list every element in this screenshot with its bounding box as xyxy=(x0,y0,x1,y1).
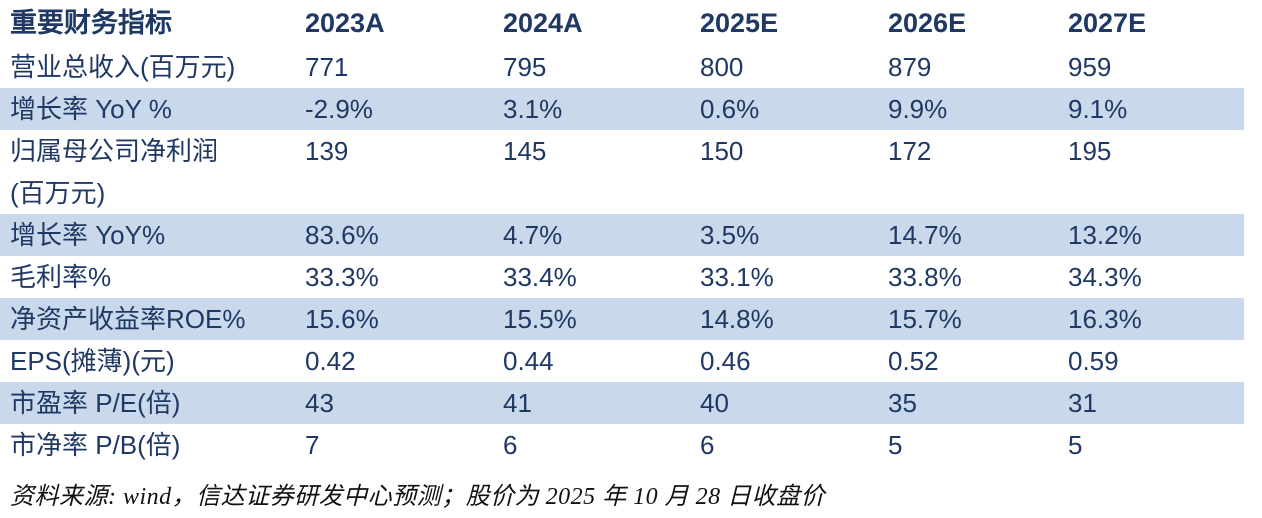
row-label: 增长率 YoY % xyxy=(10,94,172,124)
row-value: 795 xyxy=(503,52,547,82)
row-value: 172 xyxy=(888,136,932,166)
source-note: 资料来源: wind，信达证券研发中心预测；股价为 2025 年 10 月 28… xyxy=(10,484,826,510)
row-value: 40 xyxy=(700,388,729,418)
column-header-2024a: 2024A xyxy=(503,8,583,38)
row-value: 33.3% xyxy=(305,262,379,292)
row-value: 0.6% xyxy=(700,94,760,124)
column-header-2025e: 2025E xyxy=(700,8,779,38)
row-label: 归属母公司净利润 (百万元) xyxy=(10,136,219,208)
table-header: 重要财务指标 2023A 2024A 2025E 2026E 2027E xyxy=(0,0,1244,46)
row-value: 0.52 xyxy=(888,346,939,376)
row-value: 9.9% xyxy=(888,94,948,124)
row-value: 43 xyxy=(305,388,334,418)
row-value: 3.5% xyxy=(700,220,760,250)
table-row: 市净率 P/B(倍) 7 6 6 5 5 xyxy=(0,424,1244,466)
row-label: 增长率 YoY% xyxy=(10,220,166,250)
table-body: 营业总收入(百万元) 771 795 800 879 959 增长率 YoY %… xyxy=(0,46,1244,466)
row-label: 营业总收入(百万元) xyxy=(10,52,236,82)
row-value: 879 xyxy=(888,52,932,82)
row-value: 0.59 xyxy=(1068,346,1119,376)
row-value: 6 xyxy=(700,430,715,460)
row-value: 9.1% xyxy=(1068,94,1128,124)
row-value: 959 xyxy=(1068,52,1112,82)
row-value: 41 xyxy=(503,388,532,418)
row-value: 15.5% xyxy=(503,304,577,334)
row-value: 15.7% xyxy=(888,304,962,334)
table-row: 市盈率 P/E(倍) 43 41 40 35 31 xyxy=(0,382,1244,424)
table-row: 归属母公司净利润 (百万元) 139 145 150 172 195 xyxy=(0,130,1244,214)
row-label: 毛利率% xyxy=(10,262,112,292)
row-value: 4.7% xyxy=(503,220,563,250)
financial-metrics-table: 重要财务指标 2023A 2024A 2025E 2026E 2027E 营业总… xyxy=(0,0,1244,466)
column-header-2023a: 2023A xyxy=(305,8,385,38)
column-header-2027e: 2027E xyxy=(1068,8,1147,38)
table-row: 净资产收益率ROE% 15.6% 15.5% 14.8% 15.7% 16.3% xyxy=(0,298,1244,340)
row-value: 145 xyxy=(503,136,547,166)
row-value: 6 xyxy=(503,430,518,460)
table-row: EPS(摊薄)(元) 0.42 0.44 0.46 0.52 0.59 xyxy=(0,340,1244,382)
row-value: 33.1% xyxy=(700,262,774,292)
row-value: 14.8% xyxy=(700,304,774,334)
row-label: EPS(摊薄)(元) xyxy=(10,346,175,376)
row-value: 0.42 xyxy=(305,346,356,376)
header-metric-label: 重要财务指标 xyxy=(10,8,172,38)
row-value: 14.7% xyxy=(888,220,962,250)
row-value: 31 xyxy=(1068,388,1097,418)
row-value: 83.6% xyxy=(305,220,379,250)
row-value: 33.8% xyxy=(888,262,962,292)
row-value: -2.9% xyxy=(305,94,373,124)
row-value: 16.3% xyxy=(1068,304,1142,334)
table-row: 增长率 YoY% 83.6% 4.7% 3.5% 14.7% 13.2% xyxy=(0,214,1244,256)
row-label: 市盈率 P/E(倍) xyxy=(10,388,181,418)
header-row: 重要财务指标 2023A 2024A 2025E 2026E 2027E xyxy=(0,0,1244,46)
column-header-2026e: 2026E xyxy=(888,8,967,38)
row-value: 35 xyxy=(888,388,917,418)
row-value: 5 xyxy=(888,430,903,460)
row-value: 771 xyxy=(305,52,349,82)
table-row: 营业总收入(百万元) 771 795 800 879 959 xyxy=(0,46,1244,88)
row-label: 市净率 P/B(倍) xyxy=(10,430,181,460)
row-value: 7 xyxy=(305,430,320,460)
row-label: 净资产收益率ROE% xyxy=(10,304,246,334)
row-value: 5 xyxy=(1068,430,1083,460)
table-row: 毛利率% 33.3% 33.4% 33.1% 33.8% 34.3% xyxy=(0,256,1244,298)
row-value: 800 xyxy=(700,52,744,82)
row-value: 0.44 xyxy=(503,346,554,376)
row-value: 3.1% xyxy=(503,94,563,124)
row-value: 34.3% xyxy=(1068,262,1142,292)
row-value: 195 xyxy=(1068,136,1112,166)
row-value: 33.4% xyxy=(503,262,577,292)
row-value: 0.46 xyxy=(700,346,751,376)
row-value: 139 xyxy=(305,136,349,166)
table-row: 增长率 YoY % -2.9% 3.1% 0.6% 9.9% 9.1% xyxy=(0,88,1244,130)
row-value: 15.6% xyxy=(305,304,379,334)
row-value: 13.2% xyxy=(1068,220,1142,250)
row-value: 150 xyxy=(700,136,744,166)
